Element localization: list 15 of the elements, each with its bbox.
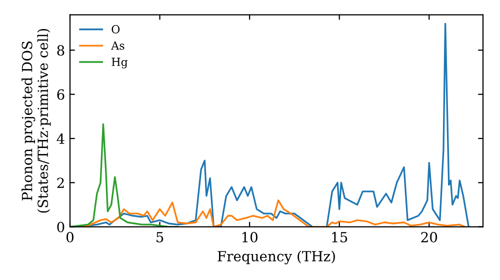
y-tick-label: 6 (57, 89, 64, 100)
y-tick-label: 8 (57, 45, 64, 56)
x-tick-label: 15 (332, 232, 348, 242)
x-tick-label: 10 (242, 232, 258, 242)
y-tick-label: 0 (57, 222, 64, 232)
legend-label: Hg (112, 58, 128, 68)
x-tick-label: 5 (156, 232, 164, 242)
x-tick-label: 0 (66, 232, 74, 242)
legend-label: As (111, 41, 124, 50)
y-tick-label: 2 (57, 178, 64, 188)
y-axis-title: Phonon projected DOS (States/THz·primitive cell) (22, 28, 51, 213)
x-axis-title: Frequency (THz) (218, 250, 335, 264)
legend-label: O (112, 25, 120, 34)
y-tick-label: 4 (56, 133, 64, 144)
x-tick-label: 20 (421, 232, 438, 242)
